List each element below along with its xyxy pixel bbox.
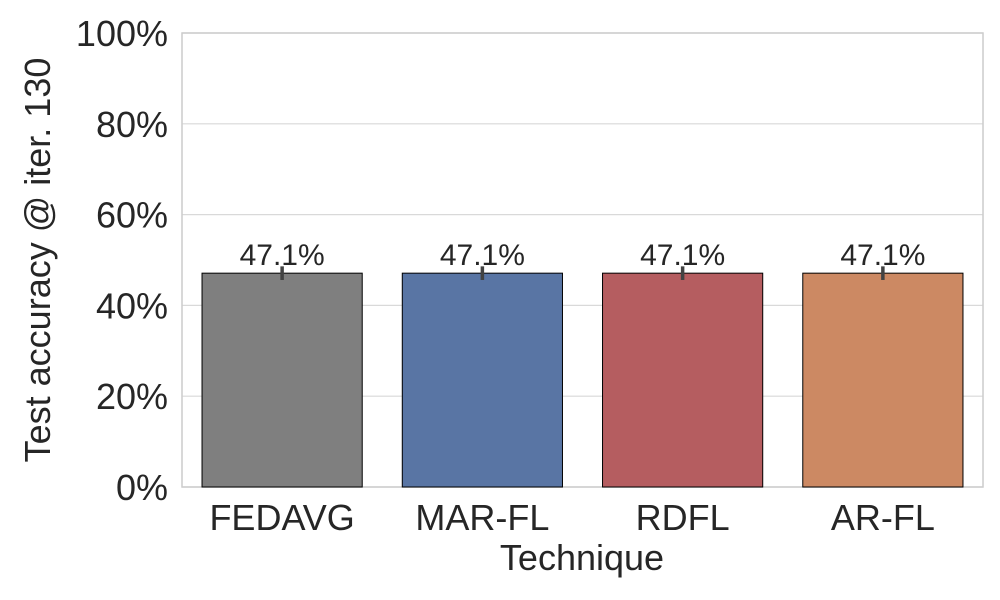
data-label: 47.1% [840,239,925,272]
x-tick-label: AR-FL [831,497,935,538]
bar-ar-fl [802,272,964,488]
data-label: 47.1% [440,239,525,272]
bar-fedavg [201,272,363,488]
y-tick-label: 0% [116,467,168,508]
data-label: 47.1% [240,239,325,272]
plot-frame [181,32,984,488]
x-tick-label: FEDAVG [209,497,354,538]
bar-mar-fl [401,272,563,488]
y-tick-label: 20% [96,376,168,417]
x-axis-label: Technique [500,537,664,578]
y-tick-label: 40% [96,285,168,326]
x-tick-label: MAR-FL [415,497,549,538]
x-tick-label: RDFL [636,497,730,538]
y-tick-label: 100% [76,13,168,54]
y-tick-label: 80% [96,104,168,145]
bar-rdfl [602,272,764,488]
y-axis-label: Test accuracy @ iter. 130 [17,58,58,463]
data-label: 47.1% [640,239,725,272]
y-tick-label: 60% [96,195,168,236]
